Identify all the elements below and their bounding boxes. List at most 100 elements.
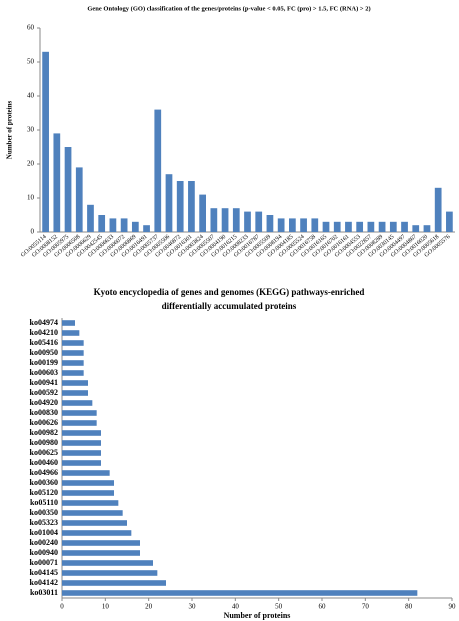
bar (62, 340, 84, 346)
y-tick-label: ko00982 (30, 428, 58, 437)
y-tick-label: ko00625 (30, 448, 58, 457)
bar (62, 590, 418, 596)
y-tick-label: ko00240 (30, 538, 58, 547)
bar (62, 370, 84, 376)
bar (434, 187, 442, 232)
bar (62, 520, 127, 526)
bar (62, 570, 158, 576)
y-tick-label: ko05416 (30, 338, 58, 347)
y-tick-label: ko00940 (30, 548, 58, 557)
y-tick-label: ko00626 (30, 418, 58, 427)
bar (333, 221, 341, 232)
y-tick-label: ko04974 (30, 318, 58, 327)
bar (311, 218, 319, 232)
bar (109, 218, 117, 232)
x-tick-label: 70 (362, 603, 370, 611)
y-axis-label: Number of proteins (6, 100, 14, 159)
bar (62, 360, 84, 366)
bar (266, 215, 274, 232)
bar (62, 390, 88, 396)
bar (165, 174, 173, 232)
bar (87, 204, 94, 232)
bar (199, 194, 206, 232)
bar (277, 218, 285, 232)
bar (389, 221, 397, 232)
bar (62, 470, 110, 476)
y-tick-label: ko05110 (30, 498, 58, 507)
x-tick-label: 30 (189, 603, 197, 611)
bar (62, 430, 101, 436)
x-tick-label: 60 (319, 603, 327, 611)
bar (62, 330, 80, 336)
bar (289, 218, 296, 232)
bar (412, 225, 420, 232)
y-tick-label: ko05120 (30, 488, 58, 497)
bar (401, 221, 408, 232)
y-tick-label: ko00592 (30, 388, 58, 397)
bar (62, 540, 140, 546)
bar (345, 221, 352, 232)
bar (154, 109, 162, 232)
bar (75, 167, 83, 232)
bar (446, 211, 453, 232)
x-tick-label: 40 (232, 603, 240, 611)
bar (356, 221, 364, 232)
bar (62, 410, 97, 416)
bar (62, 350, 84, 356)
chart-title: Gene Ontology (GO) classification of the… (87, 5, 370, 12)
bar (300, 218, 307, 232)
y-tick-label: ko00071 (30, 558, 58, 567)
bar (62, 400, 93, 406)
bar (62, 560, 153, 566)
x-tick-label: 0 (60, 603, 64, 611)
bar (64, 147, 72, 232)
y-tick-label: ko00941 (30, 378, 58, 387)
bar (62, 490, 114, 496)
bar (255, 211, 263, 232)
bar (53, 133, 61, 232)
y-tick-label: 10 (27, 194, 35, 202)
bar (188, 181, 195, 232)
bar (232, 208, 240, 232)
bar (62, 510, 123, 516)
bar (62, 530, 132, 536)
y-tick-label: 50 (27, 58, 35, 66)
y-tick-label: ko04145 (30, 568, 58, 577)
y-tick-label: ko04966 (30, 468, 58, 477)
y-tick-label: 0 (31, 228, 35, 236)
bar (378, 221, 386, 232)
y-tick-label: ko03011 (30, 588, 58, 597)
bar (62, 550, 140, 556)
y-tick-label: ko00950 (30, 348, 58, 357)
bar (210, 208, 218, 232)
bar (62, 380, 88, 386)
bar (62, 320, 75, 326)
bar (62, 580, 166, 586)
y-tick-label: ko04210 (30, 328, 58, 337)
bar (131, 221, 139, 232)
bar (322, 221, 330, 232)
bar (143, 225, 150, 232)
bar (98, 215, 106, 232)
y-tick-label: ko00980 (30, 438, 58, 447)
x-tick-label: 50 (275, 603, 283, 611)
bar (176, 181, 184, 232)
bar (221, 208, 229, 232)
bar (62, 480, 114, 486)
y-tick-label: ko04142 (30, 578, 58, 587)
x-tick-label: 90 (449, 603, 457, 611)
y-tick-label: ko01004 (30, 528, 58, 537)
y-tick-label: ko00360 (30, 478, 58, 487)
y-tick-label: ko00199 (30, 358, 58, 367)
chart-title: Kyoto encyclopedia of genes and genomes … (94, 287, 365, 297)
bar (62, 440, 101, 446)
y-tick-label: ko05323 (30, 518, 58, 527)
y-tick-label: 60 (27, 24, 35, 32)
bar (62, 500, 119, 506)
y-tick-label: 20 (27, 160, 35, 168)
x-axis-label: Number of proteins (224, 611, 291, 620)
bar (42, 51, 49, 232)
x-tick-label: 80 (405, 603, 413, 611)
bar (62, 450, 101, 456)
